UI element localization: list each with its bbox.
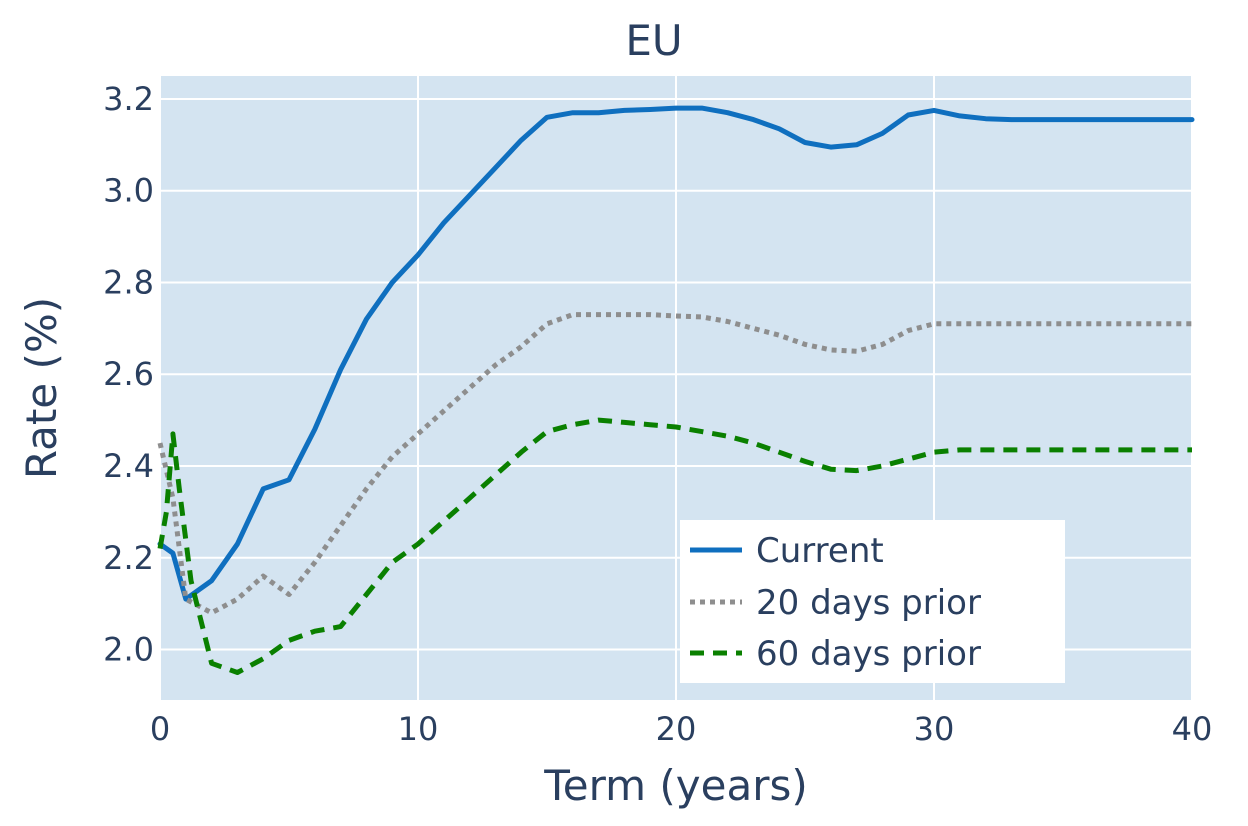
y-tick-label: 2.8 [103, 263, 154, 301]
y-tick-label: 2.6 [103, 355, 154, 393]
x-tick-label: 20 [656, 710, 697, 748]
legend: Current 20 days prior 60 days prior [680, 520, 1065, 683]
series-line-60-days-prior [157, 417, 1192, 675]
legend-label-20-days: 20 days prior [756, 583, 981, 623]
series-layer [157, 105, 1195, 675]
y-tick-label: 2.0 [103, 631, 154, 669]
y-tick-label: 3.0 [103, 172, 154, 210]
x-axis-title: Term (years) [543, 761, 808, 810]
chart-title: EU [625, 16, 682, 65]
legend-label-60-days: 60 days prior [756, 634, 981, 674]
series-line-current [157, 105, 1195, 602]
x-axis: 0 10 20 30 40 [150, 710, 1213, 748]
legend-box [680, 520, 1065, 683]
legend-label-current: Current [756, 531, 884, 571]
x-tick-label: 40 [1172, 710, 1213, 748]
x-tick-label: 0 [150, 710, 170, 748]
x-tick-label: 10 [398, 710, 439, 748]
y-axis-title: Rate (%) [17, 297, 66, 479]
y-tick-label: 2.4 [103, 447, 154, 485]
x-tick-label: 30 [914, 710, 955, 748]
y-tick-label: 3.2 [103, 80, 154, 118]
y-axis: 2.0 2.2 2.4 2.6 2.8 3.0 3.2 [103, 80, 154, 669]
y-tick-label: 2.2 [103, 539, 154, 577]
